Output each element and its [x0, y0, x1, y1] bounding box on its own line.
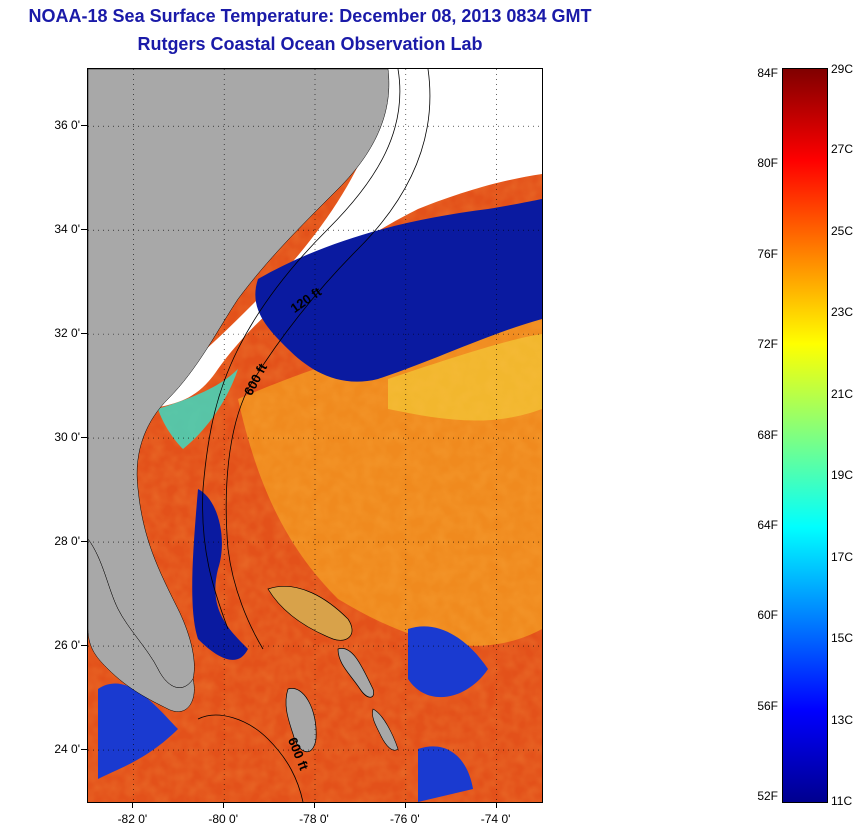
land-bahamas-exuma — [372, 708, 399, 751]
latitude-tick — [81, 333, 87, 335]
cold-water-coast-south — [192, 489, 248, 660]
latitude-tick — [81, 541, 87, 543]
colorbar-celsius-label: 11C — [831, 794, 853, 808]
latitude-label: 28 0' — [54, 534, 80, 549]
land-bahamas-abaco — [267, 586, 353, 641]
longitude-tick — [404, 802, 406, 808]
longitude-tick — [495, 802, 497, 808]
colorbar-fahrenheit-label: 64F — [757, 517, 778, 532]
latitude-tick — [81, 229, 87, 231]
colorbar-fahrenheit-label: 84F — [757, 66, 778, 80]
colorbar-celsius-label: 23C — [831, 305, 854, 320]
colorbar-celsius-label: 25C — [831, 223, 854, 238]
latitude-tick — [81, 645, 87, 647]
colorbar — [782, 68, 828, 803]
sst-map: 120 ft 600 ft 600 ft — [87, 68, 543, 803]
latitude-label: 36 0' — [54, 118, 80, 133]
latitude-tick — [81, 749, 87, 750]
colorbar-celsius-label: 27C — [831, 142, 854, 157]
land-bahamas-andros — [285, 688, 317, 752]
cold-water-region — [255, 199, 542, 382]
cold-water-keys — [98, 683, 178, 779]
longitude-label: -80 0' — [208, 812, 239, 826]
colorbar-celsius-label: 17C — [831, 549, 854, 564]
longitude-label: -76 0' — [389, 812, 420, 826]
colorbar-celsius-label: 13C — [831, 712, 854, 727]
latitude-tick — [81, 437, 87, 439]
map-subtitle: Rutgers Coastal Ocean Observation Lab — [137, 34, 483, 54]
cloud-region — [148, 69, 542, 409]
cyan-coastal-band — [158, 369, 238, 449]
colorbar-fahrenheit-label: 56F — [757, 698, 778, 713]
land-florida-tip — [88, 538, 195, 712]
longitude-tick — [223, 802, 225, 808]
colorbar-celsius-label: 29C — [831, 62, 854, 76]
longitude-tick — [132, 802, 134, 808]
colorbar-svg — [783, 69, 827, 802]
cold-water-bahamas-east — [408, 626, 488, 698]
contour-120ft — [202, 69, 401, 630]
colorbar-fahrenheit-label: 76F — [757, 246, 778, 261]
colorbar-celsius-label: 15C — [831, 631, 854, 646]
colorbar-celsius-label: 21C — [831, 386, 854, 401]
latitude-tick — [81, 125, 87, 127]
colorbar-fahrenheit-label: 60F — [757, 608, 778, 623]
latitude-label: 30 0' — [54, 430, 80, 445]
colorbar-fahrenheit-label: 52F — [757, 789, 778, 804]
cold-water-southeast — [418, 746, 473, 802]
latitude-label: 26 0' — [54, 638, 80, 653]
latitude-label: 34 0' — [54, 222, 80, 237]
contour-600ft — [225, 69, 431, 650]
longitude-label: -82 0' — [117, 812, 148, 826]
land-bahamas-eleuthera — [337, 648, 374, 698]
longitude-label: -74 0' — [480, 812, 511, 826]
latitude-label: 24 0' — [54, 742, 80, 756]
longitude-label: -78 0' — [299, 812, 329, 826]
longitude-tick — [314, 802, 315, 808]
colorbar-gradient — [783, 69, 827, 802]
colorbar-fahrenheit-label: 72F — [757, 337, 778, 351]
latitude-label: 32 0' — [54, 326, 80, 341]
colorbar-fahrenheit-label: 80F — [757, 156, 778, 171]
graticule — [88, 69, 542, 802]
map-title: NOAA-18 Sea Surface Temperature: Decembe… — [28, 6, 592, 26]
colorbar-fahrenheit-label: 68F — [757, 427, 778, 442]
colorbar-celsius-label: 19C — [831, 468, 854, 483]
contour-600ft-south — [197, 714, 304, 802]
